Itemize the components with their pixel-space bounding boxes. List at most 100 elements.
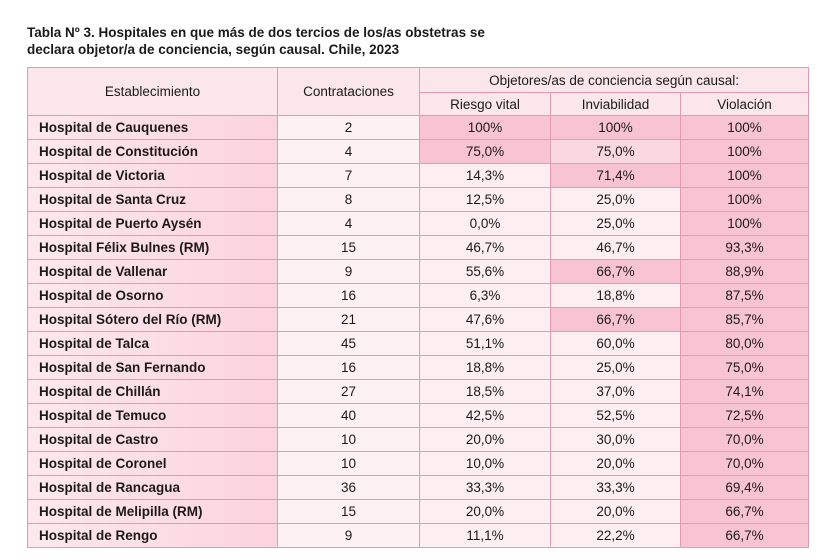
riesgo-vital-cell: 55,6% xyxy=(419,259,551,284)
riesgo-vital-cell: 10,0% xyxy=(419,451,551,476)
violacion-cell: 69,4% xyxy=(679,475,810,500)
riesgo-vital-cell: 11,1% xyxy=(419,523,551,548)
contrataciones-cell: 15 xyxy=(277,235,420,260)
riesgo-vital-cell: 12,5% xyxy=(419,187,551,212)
header-objetores-group: Objetores/as de conciencia según causal: xyxy=(418,67,810,93)
violacion-cell: 100% xyxy=(679,115,810,140)
violacion-cell: 100% xyxy=(679,211,810,236)
contrataciones-cell: 16 xyxy=(277,355,420,380)
table-row: Hospital de Vallenar 9 55,6% 66,7% 88,9% xyxy=(27,259,810,284)
riesgo-vital-cell: 42,5% xyxy=(419,403,551,428)
hospital-name-cell: Hospital de Cauquenes xyxy=(27,115,278,140)
contrataciones-cell: 27 xyxy=(277,379,420,404)
inviabilidad-cell: 71,4% xyxy=(550,163,681,188)
table-row: Hospital de San Fernando 16 18,8% 25,0% 75,0… xyxy=(27,355,810,380)
violacion-cell: 100% xyxy=(679,187,810,212)
hospital-name-cell: Hospital Félix Bulnes (RM) xyxy=(27,235,278,260)
hospital-name-cell: Hospital de Melipilla (RM) xyxy=(27,499,278,524)
table-row: Hospital de Temuco 40 42,5% 52,5% 72,5% xyxy=(27,403,810,428)
violacion-cell: 70,0% xyxy=(679,451,810,476)
violacion-cell: 88,9% xyxy=(679,259,810,284)
violacion-cell: 80,0% xyxy=(679,331,810,356)
table-row: Hospital de Talca 45 51,1% 60,0% 80,0% xyxy=(27,331,810,356)
table-row: Hospital de Osorno 16 6,3% 18,8% 87,5% xyxy=(27,283,810,308)
table-row: Hospital de Melipilla (RM) 15 20,0% 20,0% 66… xyxy=(27,499,810,524)
inviabilidad-cell: 33,3% xyxy=(550,475,681,500)
header-contrataciones: Contrataciones xyxy=(277,67,420,116)
table-row: Hospital de Santa Cruz 8 12,5% 25,0% 100% xyxy=(27,187,810,212)
header-violacion: Violación xyxy=(679,92,810,116)
hospital-name-cell: Hospital de Chillán xyxy=(27,379,278,404)
contrataciones-cell: 10 xyxy=(277,427,420,452)
violacion-cell: 66,7% xyxy=(679,523,810,548)
violacion-cell: 100% xyxy=(679,139,810,164)
riesgo-vital-cell: 18,5% xyxy=(419,379,551,404)
contrataciones-cell: 16 xyxy=(277,283,420,308)
inviabilidad-cell: 46,7% xyxy=(550,235,681,260)
table-row: Hospital Sótero del Río (RM) 21 47,6% 66,7%… xyxy=(27,307,810,332)
contrataciones-cell: 4 xyxy=(277,139,420,164)
inviabilidad-cell: 60,0% xyxy=(550,331,681,356)
table-row: Hospital de Victoria 7 14,3% 71,4% 100% xyxy=(27,163,810,188)
inviabilidad-cell: 66,7% xyxy=(550,307,681,332)
violacion-cell: 70,0% xyxy=(679,427,810,452)
inviabilidad-cell: 30,0% xyxy=(550,427,681,452)
hospital-name-cell: Hospital de Vallenar xyxy=(27,259,278,284)
contrataciones-cell: 9 xyxy=(277,523,420,548)
hospital-name-cell: Hospital de San Fernando xyxy=(27,355,278,380)
contrataciones-cell: 36 xyxy=(277,475,420,500)
contrataciones-cell: 4 xyxy=(277,211,420,236)
contrataciones-cell: 21 xyxy=(277,307,420,332)
inviabilidad-cell: 25,0% xyxy=(550,355,681,380)
violacion-cell: 85,7% xyxy=(679,307,810,332)
contrataciones-cell: 45 xyxy=(277,331,420,356)
table-caption: Tabla Nº 3. Hospitales en que más de dos… xyxy=(27,24,547,58)
hospital-name-cell: Hospital de Constitución xyxy=(27,139,278,164)
inviabilidad-cell: 20,0% xyxy=(550,451,681,476)
inviabilidad-cell: 37,0% xyxy=(550,379,681,404)
riesgo-vital-cell: 6,3% xyxy=(419,283,551,308)
hospital-objectors-table: Establecimiento Contrataciones Objetores… xyxy=(27,67,810,548)
contrataciones-cell: 8 xyxy=(277,187,420,212)
violacion-cell: 87,5% xyxy=(679,283,810,308)
hospital-name-cell: Hospital de Talca xyxy=(27,331,278,356)
violacion-cell: 72,5% xyxy=(679,403,810,428)
caption-line-1: Tabla Nº 3. Hospitales en que más de dos… xyxy=(27,25,485,40)
riesgo-vital-cell: 14,3% xyxy=(419,163,551,188)
hospital-name-cell: Hospital de Coronel xyxy=(27,451,278,476)
contrataciones-cell: 7 xyxy=(277,163,420,188)
violacion-cell: 100% xyxy=(679,163,810,188)
inviabilidad-cell: 25,0% xyxy=(550,187,681,212)
riesgo-vital-cell: 0,0% xyxy=(419,211,551,236)
table-row: Hospital de Castro 10 20,0% 30,0% 70,0% xyxy=(27,427,810,452)
inviabilidad-cell: 22,2% xyxy=(550,523,681,548)
table-row: Hospital de Coronel 10 10,0% 20,0% 70,0% xyxy=(27,451,810,476)
contrataciones-cell: 15 xyxy=(277,499,420,524)
table-row: Hospital de Cauquenes 2 100% 100% 100% xyxy=(27,115,810,140)
riesgo-vital-cell: 18,8% xyxy=(419,355,551,380)
riesgo-vital-cell: 75,0% xyxy=(419,139,551,164)
header-riesgo-vital: Riesgo vital xyxy=(419,92,551,116)
violacion-cell: 93,3% xyxy=(679,235,810,260)
hospital-name-cell: Hospital de Temuco xyxy=(27,403,278,428)
riesgo-vital-cell: 33,3% xyxy=(419,475,551,500)
hospital-name-cell: Hospital de Osorno xyxy=(27,283,278,308)
caption-line-2: declara objetor/a de conciencia, según c… xyxy=(27,42,400,57)
violacion-cell: 75,0% xyxy=(679,355,810,380)
header-inviabilidad: Inviabilidad xyxy=(550,92,681,116)
table-body: Hospital de Cauquenes 2 100% 100% 100% Hospit… xyxy=(27,115,810,548)
inviabilidad-cell: 18,8% xyxy=(550,283,681,308)
inviabilidad-cell: 75,0% xyxy=(550,139,681,164)
hospital-name-cell: Hospital de Rengo xyxy=(27,523,278,548)
table-row: Hospital de Rengo 9 11,1% 22,2% 66,7% xyxy=(27,523,810,548)
contrataciones-cell: 40 xyxy=(277,403,420,428)
riesgo-vital-cell: 20,0% xyxy=(419,427,551,452)
hospital-name-cell: Hospital de Victoria xyxy=(27,163,278,188)
hospital-name-cell: Hospital de Santa Cruz xyxy=(27,187,278,212)
table-row: Hospital de Constitución 4 75,0% 75,0% 100% xyxy=(27,139,810,164)
hospital-name-cell: Hospital de Rancagua xyxy=(27,475,278,500)
inviabilidad-cell: 66,7% xyxy=(550,259,681,284)
table-row: Hospital Félix Bulnes (RM) 15 46,7% 46,7% 93… xyxy=(27,235,810,260)
violacion-cell: 74,1% xyxy=(679,379,810,404)
contrataciones-cell: 9 xyxy=(277,259,420,284)
